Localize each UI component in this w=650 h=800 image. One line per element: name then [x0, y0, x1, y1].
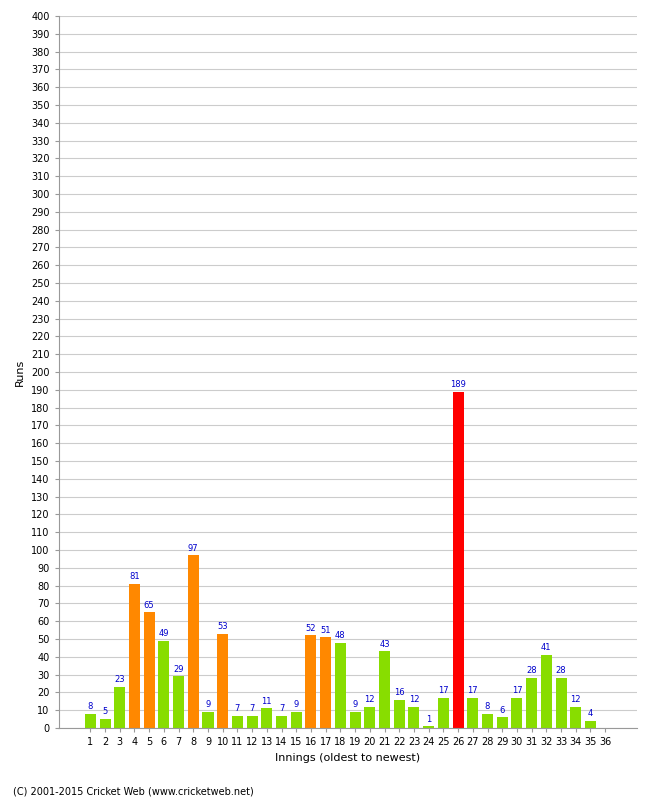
- Text: 12: 12: [409, 695, 419, 704]
- Text: 43: 43: [379, 640, 390, 649]
- Text: 65: 65: [144, 601, 155, 610]
- Bar: [203, 712, 213, 728]
- Text: 53: 53: [217, 622, 228, 631]
- Text: 5: 5: [103, 707, 108, 717]
- Text: 6: 6: [500, 706, 505, 714]
- Text: 9: 9: [294, 700, 299, 710]
- Text: 12: 12: [365, 695, 375, 704]
- Bar: [144, 612, 155, 728]
- Bar: [423, 726, 434, 728]
- Bar: [452, 391, 463, 728]
- Text: 7: 7: [235, 704, 240, 713]
- Bar: [497, 718, 508, 728]
- X-axis label: Innings (oldest to newest): Innings (oldest to newest): [275, 753, 421, 762]
- Bar: [291, 712, 302, 728]
- Text: 8: 8: [88, 702, 93, 711]
- Text: 4: 4: [588, 710, 593, 718]
- Text: 17: 17: [512, 686, 522, 695]
- Bar: [541, 655, 552, 728]
- Bar: [570, 706, 581, 728]
- Text: 11: 11: [261, 697, 272, 706]
- Bar: [394, 699, 405, 728]
- Bar: [585, 721, 596, 728]
- Y-axis label: Runs: Runs: [16, 358, 25, 386]
- Bar: [364, 706, 375, 728]
- Bar: [320, 638, 332, 728]
- Bar: [556, 678, 567, 728]
- Text: 7: 7: [250, 704, 255, 713]
- Bar: [129, 584, 140, 728]
- Bar: [379, 651, 390, 728]
- Text: 51: 51: [320, 626, 331, 634]
- Text: 28: 28: [526, 666, 537, 675]
- Bar: [173, 676, 184, 728]
- Bar: [217, 634, 228, 728]
- Text: 12: 12: [571, 695, 581, 704]
- Bar: [350, 712, 361, 728]
- Bar: [232, 715, 243, 728]
- Bar: [276, 715, 287, 728]
- Text: 17: 17: [467, 686, 478, 695]
- Text: 41: 41: [541, 643, 552, 652]
- Text: 28: 28: [556, 666, 566, 675]
- Text: 29: 29: [174, 665, 184, 674]
- Bar: [246, 715, 257, 728]
- Bar: [84, 714, 96, 728]
- Text: 9: 9: [352, 700, 358, 710]
- Text: 48: 48: [335, 631, 346, 640]
- Bar: [467, 698, 478, 728]
- Text: 7: 7: [279, 704, 284, 713]
- Text: 49: 49: [159, 629, 169, 638]
- Bar: [512, 698, 523, 728]
- Bar: [261, 709, 272, 728]
- Text: 16: 16: [394, 688, 404, 697]
- Bar: [335, 642, 346, 728]
- Bar: [114, 687, 125, 728]
- Text: (C) 2001-2015 Cricket Web (www.cricketweb.net): (C) 2001-2015 Cricket Web (www.cricketwe…: [13, 786, 254, 796]
- Text: 23: 23: [114, 675, 125, 684]
- Bar: [159, 641, 170, 728]
- Bar: [408, 706, 419, 728]
- Text: 81: 81: [129, 572, 140, 581]
- Text: 17: 17: [438, 686, 448, 695]
- Text: 97: 97: [188, 544, 199, 553]
- Text: 8: 8: [485, 702, 490, 711]
- Text: 189: 189: [450, 380, 466, 389]
- Bar: [482, 714, 493, 728]
- Bar: [99, 719, 111, 728]
- Bar: [438, 698, 449, 728]
- Bar: [526, 678, 537, 728]
- Text: 52: 52: [306, 624, 316, 633]
- Text: 9: 9: [205, 700, 211, 710]
- Text: 1: 1: [426, 714, 432, 723]
- Bar: [188, 555, 199, 728]
- Bar: [306, 635, 317, 728]
